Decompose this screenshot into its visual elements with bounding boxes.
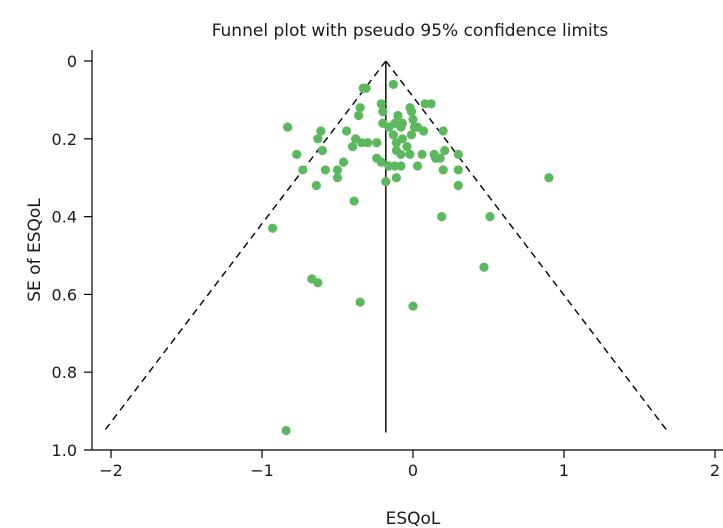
data-point <box>418 126 429 136</box>
data-point <box>544 173 554 183</box>
data-point <box>406 106 417 117</box>
funnel-right-limit <box>385 60 670 433</box>
data-point <box>281 425 291 436</box>
data-point <box>313 278 323 288</box>
data-point <box>405 149 415 159</box>
data-point <box>355 103 365 113</box>
data-point <box>435 153 445 163</box>
data-point <box>358 83 368 93</box>
data-point <box>426 99 436 109</box>
data-point <box>332 165 343 175</box>
y-tick-label: 0.4 <box>52 208 77 227</box>
data-point <box>267 223 278 233</box>
data-point <box>437 212 447 222</box>
funnel-lines <box>102 60 670 433</box>
y-tick-label: 0.2 <box>52 130 77 149</box>
data-point <box>440 145 450 156</box>
data-point <box>348 141 358 152</box>
data-point <box>311 180 321 191</box>
data-point <box>393 110 403 121</box>
data-point <box>349 196 359 206</box>
data-point <box>354 110 364 121</box>
data-point <box>388 79 398 89</box>
data-point <box>417 149 427 159</box>
data-point <box>396 122 406 132</box>
data-point <box>341 126 352 136</box>
data-point <box>283 122 293 132</box>
x-axis-label: ESQoL <box>386 509 441 528</box>
data-point <box>396 149 406 159</box>
data-point <box>332 173 343 183</box>
data-points <box>267 79 554 436</box>
data-point <box>453 165 463 175</box>
x-tick-label: 2 <box>710 461 720 480</box>
data-point <box>355 297 365 307</box>
data-point <box>396 161 406 171</box>
data-point <box>391 138 401 148</box>
data-point <box>384 122 394 132</box>
x-tick-label: −1 <box>250 461 274 480</box>
x-tick-label: 1 <box>559 461 569 480</box>
data-point <box>317 145 327 156</box>
y-tick-label: 0.6 <box>52 285 77 304</box>
data-point <box>408 301 418 311</box>
y-tick-label: 0 <box>67 52 77 71</box>
y-axis-label: SE of ESQoL <box>25 198 45 302</box>
y-axis-ticks: 0 0.2 0.4 0.6 0.8 1.0 <box>52 52 92 460</box>
x-tick-label: −2 <box>99 461 123 480</box>
chart-title: Funnel plot with pseudo 95% confidence l… <box>212 21 609 41</box>
data-point <box>376 99 386 109</box>
data-point <box>438 165 448 175</box>
data-point <box>412 161 423 171</box>
data-point <box>453 149 463 159</box>
y-tick-label: 0.8 <box>52 363 77 382</box>
data-point <box>391 173 401 183</box>
data-point <box>372 138 382 148</box>
data-point <box>338 157 349 167</box>
data-point <box>406 130 417 140</box>
data-point <box>388 130 398 140</box>
x-tick-label: 0 <box>408 461 418 480</box>
data-point <box>320 165 331 175</box>
data-point <box>479 262 489 272</box>
funnel-left-limit <box>102 60 387 433</box>
data-point <box>381 176 391 187</box>
data-point <box>453 180 463 191</box>
data-point <box>298 165 308 175</box>
data-point <box>292 149 302 159</box>
data-point <box>438 126 448 136</box>
data-point <box>363 138 373 148</box>
x-axis-ticks: −2 −1 0 1 2 <box>99 450 720 480</box>
data-point <box>316 126 326 136</box>
data-point <box>485 212 495 222</box>
data-point <box>402 141 412 152</box>
y-tick-label: 1.0 <box>52 441 77 460</box>
data-point <box>378 106 388 117</box>
data-point <box>313 134 323 144</box>
data-point <box>376 157 386 167</box>
data-point <box>408 114 418 124</box>
